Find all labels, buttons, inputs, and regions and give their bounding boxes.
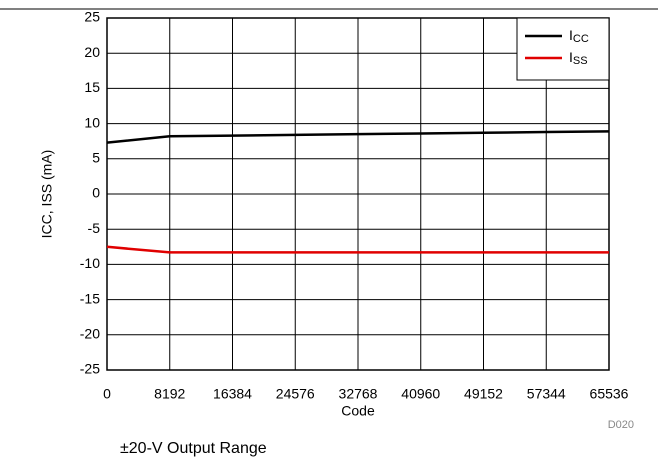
y-tick-label: -5 <box>88 220 101 236</box>
y-tick-label: -25 <box>80 361 100 377</box>
x-axis-label: Code <box>341 403 375 419</box>
x-tick-label: 65536 <box>590 386 629 402</box>
y-axis-label: ICC, ISS (mA) <box>39 150 55 239</box>
figure-id: D020 <box>608 419 634 431</box>
x-tick-label: 57344 <box>527 386 566 402</box>
x-tick-label: 49152 <box>464 386 503 402</box>
legend-box <box>516 17 610 81</box>
y-tick-label: 10 <box>84 114 100 130</box>
x-tick-label: 8192 <box>154 386 185 402</box>
x-tick-label: 32768 <box>339 386 378 402</box>
series-line <box>106 130 610 144</box>
y-tick-label: 25 <box>84 9 100 25</box>
plot-frame <box>106 17 610 371</box>
x-tick-label: 24576 <box>276 386 315 402</box>
legend-label: ISS <box>569 49 588 67</box>
y-tick-label: -20 <box>80 326 100 342</box>
y-tick-label: 0 <box>92 185 100 201</box>
series-line <box>106 245 609 254</box>
caption: ±20-V Output Range <box>120 440 267 457</box>
x-tick-label: 0 <box>103 386 111 402</box>
y-tick-label: 15 <box>84 79 100 95</box>
legend-label: ICC <box>569 27 589 45</box>
y-tick-label: 5 <box>92 150 100 166</box>
x-tick-label: 40960 <box>401 386 440 402</box>
y-tick-label: 20 <box>84 44 100 60</box>
y-tick-label: -10 <box>80 255 100 271</box>
y-tick-label: -15 <box>80 290 100 306</box>
x-tick-label: 16384 <box>213 386 252 402</box>
